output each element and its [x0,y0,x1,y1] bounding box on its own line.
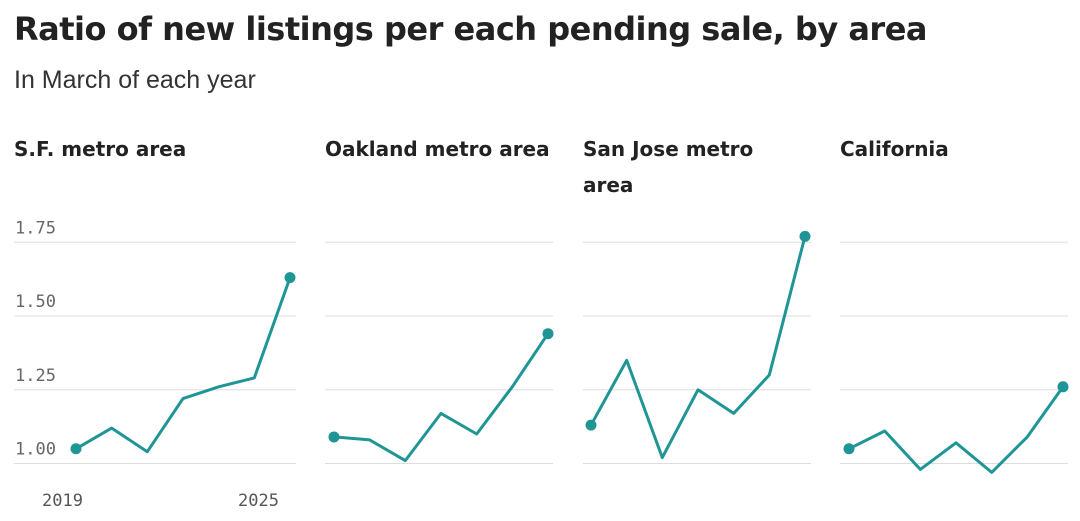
start-point-2 [328,431,340,443]
x-tick-label: 2019 [42,491,83,511]
series-line-1 [74,276,292,454]
panel-title-california: California [840,137,949,161]
panel-title-sf: S.F. metro area [14,137,187,161]
end-point-4 [1057,381,1069,393]
end-point-1 [284,272,296,284]
chart-subtitle: In March of each year [14,66,256,94]
end-point-3 [799,230,811,242]
chart-title: Ratio of new listings per each pending s… [14,10,927,48]
start-point-3 [585,419,597,431]
series-line-2 [332,332,550,463]
y-tick-label: 1.25 [15,366,56,386]
start-point-1 [70,443,82,455]
end-point-2 [542,328,554,340]
series-line-3 [589,234,807,460]
panel-title-oakland: Oakland metro area [325,137,550,161]
series-line-4 [847,385,1065,474]
x-tick-label: 2025 [238,491,279,511]
panel-title-san-jose: San Jose metro area [583,137,754,197]
start-point-4 [843,443,855,455]
y-tick-label: 1.75 [15,218,56,238]
y-tick-label: 1.00 [15,440,56,460]
y-tick-label: 1.50 [15,292,56,312]
